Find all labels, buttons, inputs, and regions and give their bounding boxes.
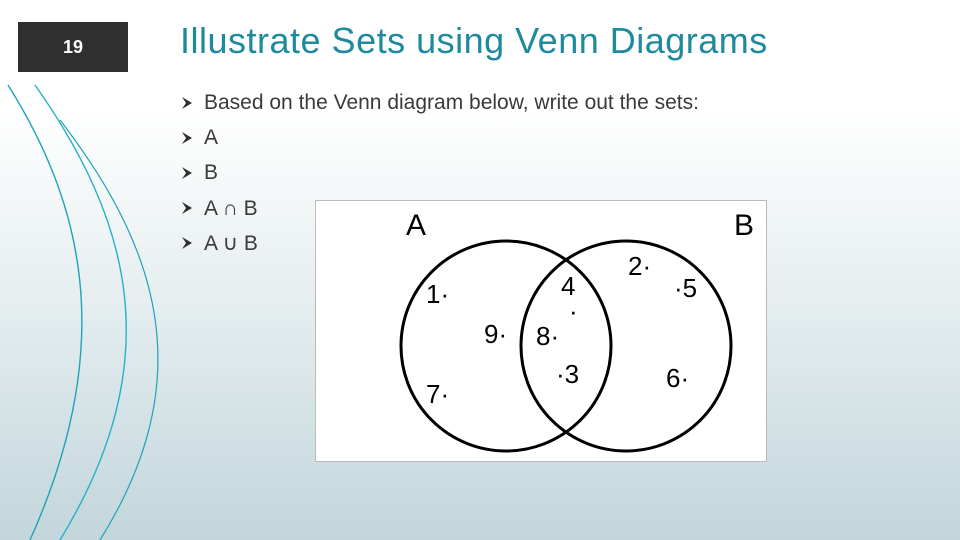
venn-element: 9·	[484, 319, 507, 350]
page-number-badge: 19	[18, 22, 128, 72]
venn-element: 8·	[536, 321, 559, 352]
venn-label-a: A	[406, 209, 426, 243]
bullet-arrow-icon	[180, 131, 194, 145]
bullet-arrow-icon	[180, 96, 194, 110]
bullet-arrow-icon	[180, 236, 194, 250]
venn-element: ·3	[556, 359, 579, 390]
venn-label-b: B	[734, 209, 754, 243]
slide: 19 Illustrate Sets using Venn Diagrams B…	[0, 0, 960, 540]
slide-title: Illustrate Sets using Venn Diagrams	[180, 20, 768, 62]
bullet-item: A	[180, 125, 920, 150]
bullet-text: A	[204, 125, 218, 150]
bullet-text: B	[204, 160, 218, 185]
venn-element: 1·	[426, 279, 449, 310]
venn-element: 2·	[628, 251, 651, 282]
bullet-arrow-icon	[180, 166, 194, 180]
venn-diagram: A B 1· 9· 7· 4 · 8· ·3 2· ·5 6·	[315, 200, 767, 462]
bullet-text: A ∩ B	[204, 196, 258, 221]
page-number: 19	[63, 37, 83, 58]
venn-element: 6·	[666, 363, 689, 394]
venn-element: ·5	[674, 273, 697, 304]
venn-element: ·	[569, 296, 578, 327]
venn-element: 7·	[426, 379, 449, 410]
bullet-arrow-icon	[180, 201, 194, 215]
bullet-text: Based on the Venn diagram below, write o…	[204, 90, 699, 115]
bullet-item: B	[180, 160, 920, 185]
bullet-text: A ∪ B	[204, 231, 258, 256]
bullet-item: Based on the Venn diagram below, write o…	[180, 90, 920, 115]
